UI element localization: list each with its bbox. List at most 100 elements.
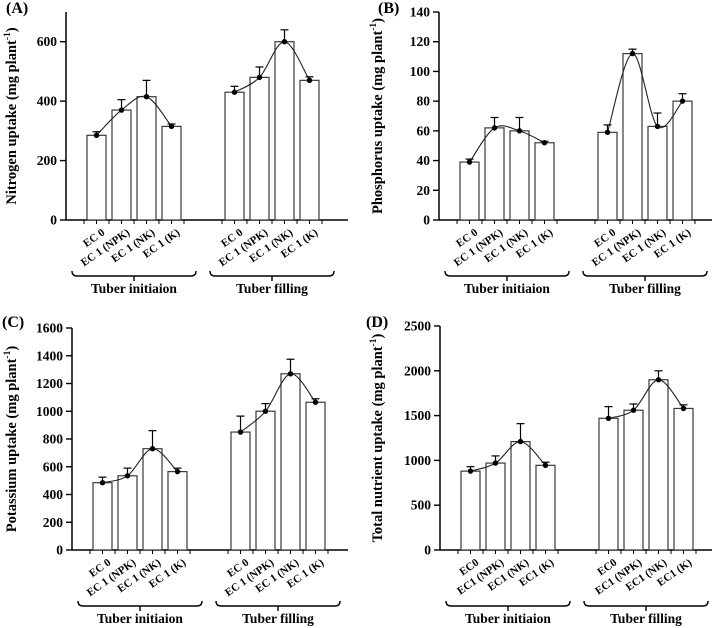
y-tick-label: 800 bbox=[43, 432, 64, 447]
group-bracket bbox=[583, 600, 709, 607]
data-marker bbox=[516, 128, 523, 134]
bar bbox=[230, 431, 251, 551]
bar bbox=[92, 482, 113, 551]
y-tick-label: 500 bbox=[411, 498, 432, 513]
bar bbox=[535, 464, 556, 551]
bar bbox=[142, 448, 163, 551]
bar bbox=[485, 462, 506, 551]
group-bracket bbox=[582, 270, 708, 277]
data-marker bbox=[93, 132, 100, 139]
y-tick-label: 1000 bbox=[36, 404, 63, 419]
y-tick-label: 60 bbox=[417, 123, 431, 138]
data-marker bbox=[168, 123, 175, 130]
group-label: Tuber initiaion bbox=[464, 281, 550, 296]
group-label: Tuber filling bbox=[242, 611, 314, 626]
y-tick-label: 100 bbox=[410, 64, 431, 79]
data-marker bbox=[467, 468, 474, 474]
bar bbox=[255, 410, 276, 551]
data-marker bbox=[262, 408, 269, 414]
data-marker bbox=[541, 140, 548, 146]
trend-line bbox=[102, 448, 178, 484]
data-marker bbox=[491, 125, 498, 131]
bar bbox=[305, 401, 326, 551]
y-tick-label: 0 bbox=[50, 213, 57, 228]
y-tick-label: 0 bbox=[424, 543, 431, 558]
data-marker bbox=[287, 371, 294, 377]
data-marker bbox=[237, 429, 244, 435]
bar bbox=[484, 127, 505, 221]
y-tick-label: 200 bbox=[43, 515, 64, 530]
group-bracket bbox=[77, 600, 203, 607]
bar bbox=[280, 373, 301, 551]
trend-line bbox=[240, 373, 316, 433]
group-label: Tuber initiaion bbox=[91, 281, 177, 296]
panel-c-letter: (C) bbox=[2, 314, 25, 331]
bar bbox=[86, 134, 107, 221]
panel-d-chart: 0 500 1000 1500 2000 2500 Total nutrient uptak… bbox=[369, 319, 712, 626]
panel-a: (A) 0 200 400 600 Nitrogen uptake (mg plant-… bbox=[0, 0, 364, 314]
y-tick-label: 400 bbox=[37, 94, 58, 109]
y-tick-label: 200 bbox=[37, 153, 58, 168]
bar bbox=[648, 379, 669, 551]
bar bbox=[117, 475, 138, 551]
bar bbox=[459, 161, 480, 221]
bar bbox=[623, 409, 644, 551]
panel-b-letter: (B) bbox=[378, 0, 400, 17]
y-tick-label: 20 bbox=[417, 183, 431, 198]
bar bbox=[672, 100, 693, 221]
bar bbox=[161, 125, 182, 221]
trend-line bbox=[234, 41, 310, 93]
y-tick-label: 2000 bbox=[404, 363, 431, 378]
y-tick-label: 600 bbox=[37, 34, 58, 49]
data-marker bbox=[99, 480, 106, 486]
data-marker bbox=[281, 39, 288, 45]
group-bracket bbox=[445, 600, 571, 607]
panel-a-letter: (A) bbox=[6, 0, 29, 17]
y-tick-label: 0 bbox=[56, 543, 63, 558]
panel-c-chart: 0 200 400 600 800 1000 1200 1400 1600 Potassium u… bbox=[3, 321, 348, 626]
data-marker bbox=[174, 468, 181, 475]
y-axis-label: Nitrogen uptake (mg plant-1) bbox=[3, 27, 20, 204]
bar bbox=[249, 76, 270, 221]
y-tick-label: 1200 bbox=[36, 376, 63, 391]
group-bracket bbox=[215, 600, 341, 607]
group-bracket bbox=[209, 270, 335, 277]
bar bbox=[224, 91, 245, 221]
panel-c: (C) 0 200 400 600 800 1000 1200 1400 1600 Potassi… bbox=[0, 314, 364, 628]
data-marker bbox=[629, 50, 636, 57]
bar bbox=[274, 41, 295, 221]
bar bbox=[534, 142, 555, 221]
y-tick-label: 2500 bbox=[404, 319, 431, 334]
bar bbox=[598, 417, 619, 551]
panel-d-letter: (D) bbox=[366, 314, 389, 331]
group-label: Tuber filling bbox=[609, 281, 681, 296]
data-marker bbox=[542, 462, 549, 469]
bar bbox=[622, 52, 643, 221]
bar bbox=[509, 130, 530, 221]
group-label: Tuber initiaion bbox=[465, 611, 551, 626]
trend-line bbox=[470, 441, 546, 472]
bar bbox=[510, 440, 531, 551]
data-marker bbox=[312, 399, 319, 405]
bar bbox=[460, 470, 481, 551]
data-marker bbox=[605, 415, 612, 421]
y-tick-label: 80 bbox=[417, 94, 431, 109]
y-tick-label: 40 bbox=[417, 153, 431, 168]
trend-line bbox=[606, 53, 683, 133]
y-axis-label: Phosphorus uptake (mg plant-1) bbox=[369, 18, 386, 214]
panel-d: (D) 0 500 1000 1500 2000 2500 Total nutrient u… bbox=[364, 314, 728, 628]
panel-b: (B) 0 20 40 60 80 100 120 140 Phosphorus uptake … bbox=[364, 0, 728, 314]
y-tick-label: 400 bbox=[43, 487, 64, 502]
group-label: Tuber filling bbox=[610, 611, 682, 626]
trend-line bbox=[469, 125, 545, 163]
bar bbox=[111, 109, 132, 221]
y-tick-label: 140 bbox=[410, 5, 431, 20]
data-marker bbox=[143, 93, 150, 100]
y-tick-label: 600 bbox=[43, 459, 64, 474]
data-marker bbox=[654, 123, 661, 130]
data-marker bbox=[466, 159, 473, 165]
group-bracket bbox=[444, 270, 570, 277]
y-tick-label: 120 bbox=[410, 34, 431, 49]
